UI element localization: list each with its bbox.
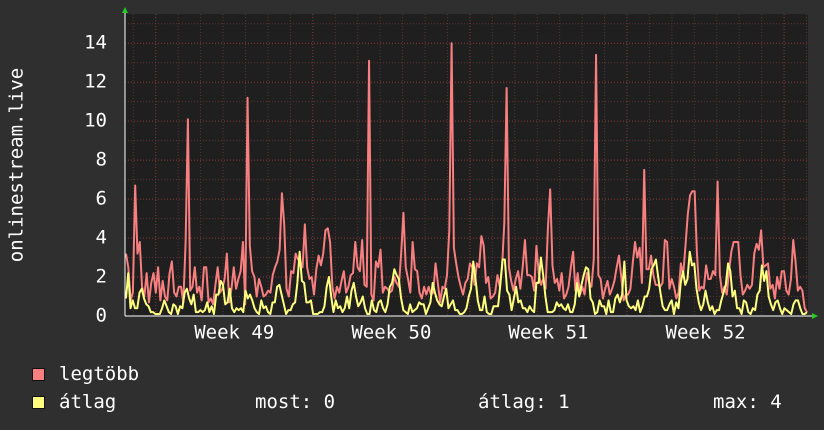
stat-max: max: 4 <box>713 391 782 413</box>
y-tick-label: 4 <box>96 227 107 249</box>
y-tick-label: 12 <box>84 71 107 93</box>
x-tick-label: Week 49 <box>194 322 274 344</box>
major-grid <box>125 14 808 316</box>
legend-swatch-avg <box>32 395 45 409</box>
series-layer <box>125 42 808 316</box>
series-line-1 <box>125 250 808 316</box>
axes <box>122 7 818 319</box>
y-tick-label: 2 <box>96 266 107 288</box>
y-axis-arrow-icon <box>122 7 128 13</box>
x-tick-label: Week 50 <box>351 322 431 344</box>
minor-grid <box>125 14 808 316</box>
legend-swatch-max <box>32 367 45 381</box>
series-line-0 <box>125 42 808 313</box>
x-tick-label: Week 51 <box>508 322 588 344</box>
x-axis-arrow-icon <box>812 313 818 319</box>
y-tick-label: 6 <box>96 188 107 210</box>
y-axis-label: onlinestream.live <box>6 68 28 262</box>
legend-item-avg: átlag <box>32 391 116 413</box>
y-tick-label: 8 <box>96 149 107 171</box>
x-tick-label: Week 52 <box>666 322 746 344</box>
y-tick-label: 10 <box>84 110 107 132</box>
legend-label-max: legtöbb <box>59 363 140 385</box>
legend-label-avg: átlag <box>59 391 117 413</box>
x-tick-labels: Week 49 Week 50 Week 51 Week 52 <box>194 322 745 344</box>
stat-average: átlag: 1 <box>478 391 570 413</box>
y-tick-label: 0 <box>96 305 107 327</box>
y-tick-labels: 0 2 4 6 8 10 12 14 <box>84 32 107 327</box>
stat-now: most: 0 <box>255 391 336 413</box>
y-tick-label: 14 <box>84 32 107 54</box>
legend-item-max: legtöbb <box>32 363 139 385</box>
